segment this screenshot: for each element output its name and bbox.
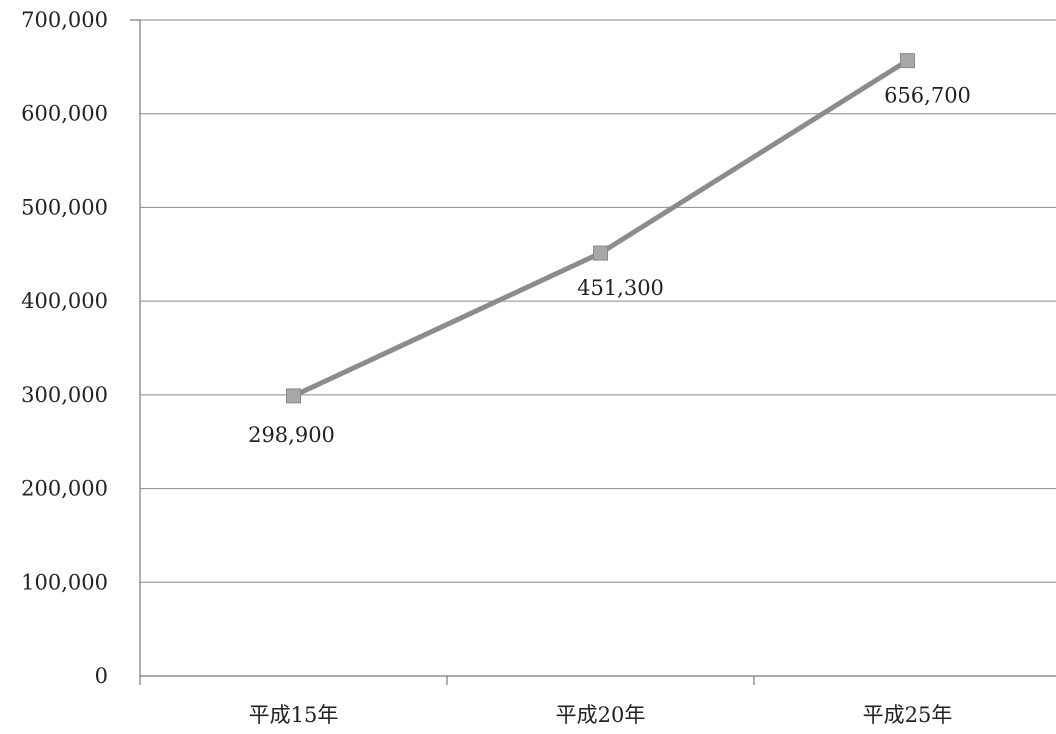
data-point-marker [900, 53, 915, 69]
x-category-label: 平成25年 [863, 703, 953, 727]
data-point-marker [593, 245, 608, 261]
y-tick-label: 300,000 [21, 383, 108, 407]
y-tick-label: 100,000 [21, 570, 108, 594]
axes [130, 19, 1056, 685]
y-tick-label: 400,000 [21, 289, 108, 313]
y-tick-label: 200,000 [21, 477, 108, 501]
series-line [291, 58, 910, 399]
y-tick-label: 700,000 [21, 8, 108, 32]
data-label: 656,700 [884, 84, 971, 108]
y-tick-label: 0 [95, 664, 108, 688]
y-tick-label: 500,000 [21, 195, 108, 219]
series [286, 53, 915, 404]
data-label: 451,300 [577, 276, 664, 300]
y-axis-ticks: 0 100,000 200,000 300,000 400,000 500,000 600,… [21, 8, 108, 688]
data-label: 298,900 [248, 423, 335, 447]
x-category-label: 平成20年 [556, 703, 646, 727]
x-category-label: 平成15年 [249, 703, 339, 727]
data-labels: 298,900 451,300 656,700 [248, 84, 971, 447]
data-point-marker [286, 388, 301, 404]
y-tick-label: 600,000 [21, 102, 108, 126]
x-axis-categories: 平成15年 平成20年 平成25年 [249, 703, 953, 727]
